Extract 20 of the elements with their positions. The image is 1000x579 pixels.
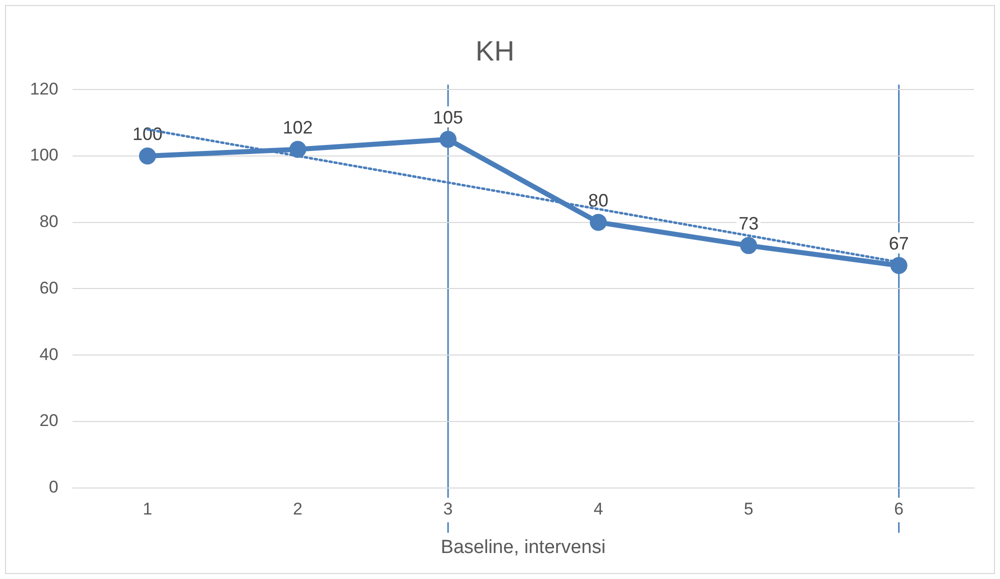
y-tick-label: 20 <box>39 411 58 430</box>
x-axis-title: Baseline, intervensi <box>440 536 606 558</box>
y-tick-label: 100 <box>30 146 58 165</box>
x-tick-label: 3 <box>443 500 453 519</box>
y-tick-label: 0 <box>48 477 58 496</box>
x-tick-label: 5 <box>744 500 754 519</box>
x-tick-label: 2 <box>293 500 303 519</box>
x-tick-label: 1 <box>142 500 152 519</box>
data-label: 105 <box>433 107 464 128</box>
data-label: 80 <box>588 190 608 210</box>
x-tick-label: 4 <box>594 500 604 519</box>
y-tick-label: 120 <box>30 79 58 98</box>
data-label: 102 <box>282 117 313 138</box>
x-tick-label: 6 <box>894 500 904 519</box>
y-tick-label: 80 <box>39 212 58 232</box>
chart-title: KH <box>476 36 514 67</box>
data-label: 73 <box>738 214 759 234</box>
data-label: 67 <box>888 233 909 254</box>
y-tick-label: 40 <box>39 344 58 364</box>
y-tick-label: 60 <box>39 278 58 298</box>
